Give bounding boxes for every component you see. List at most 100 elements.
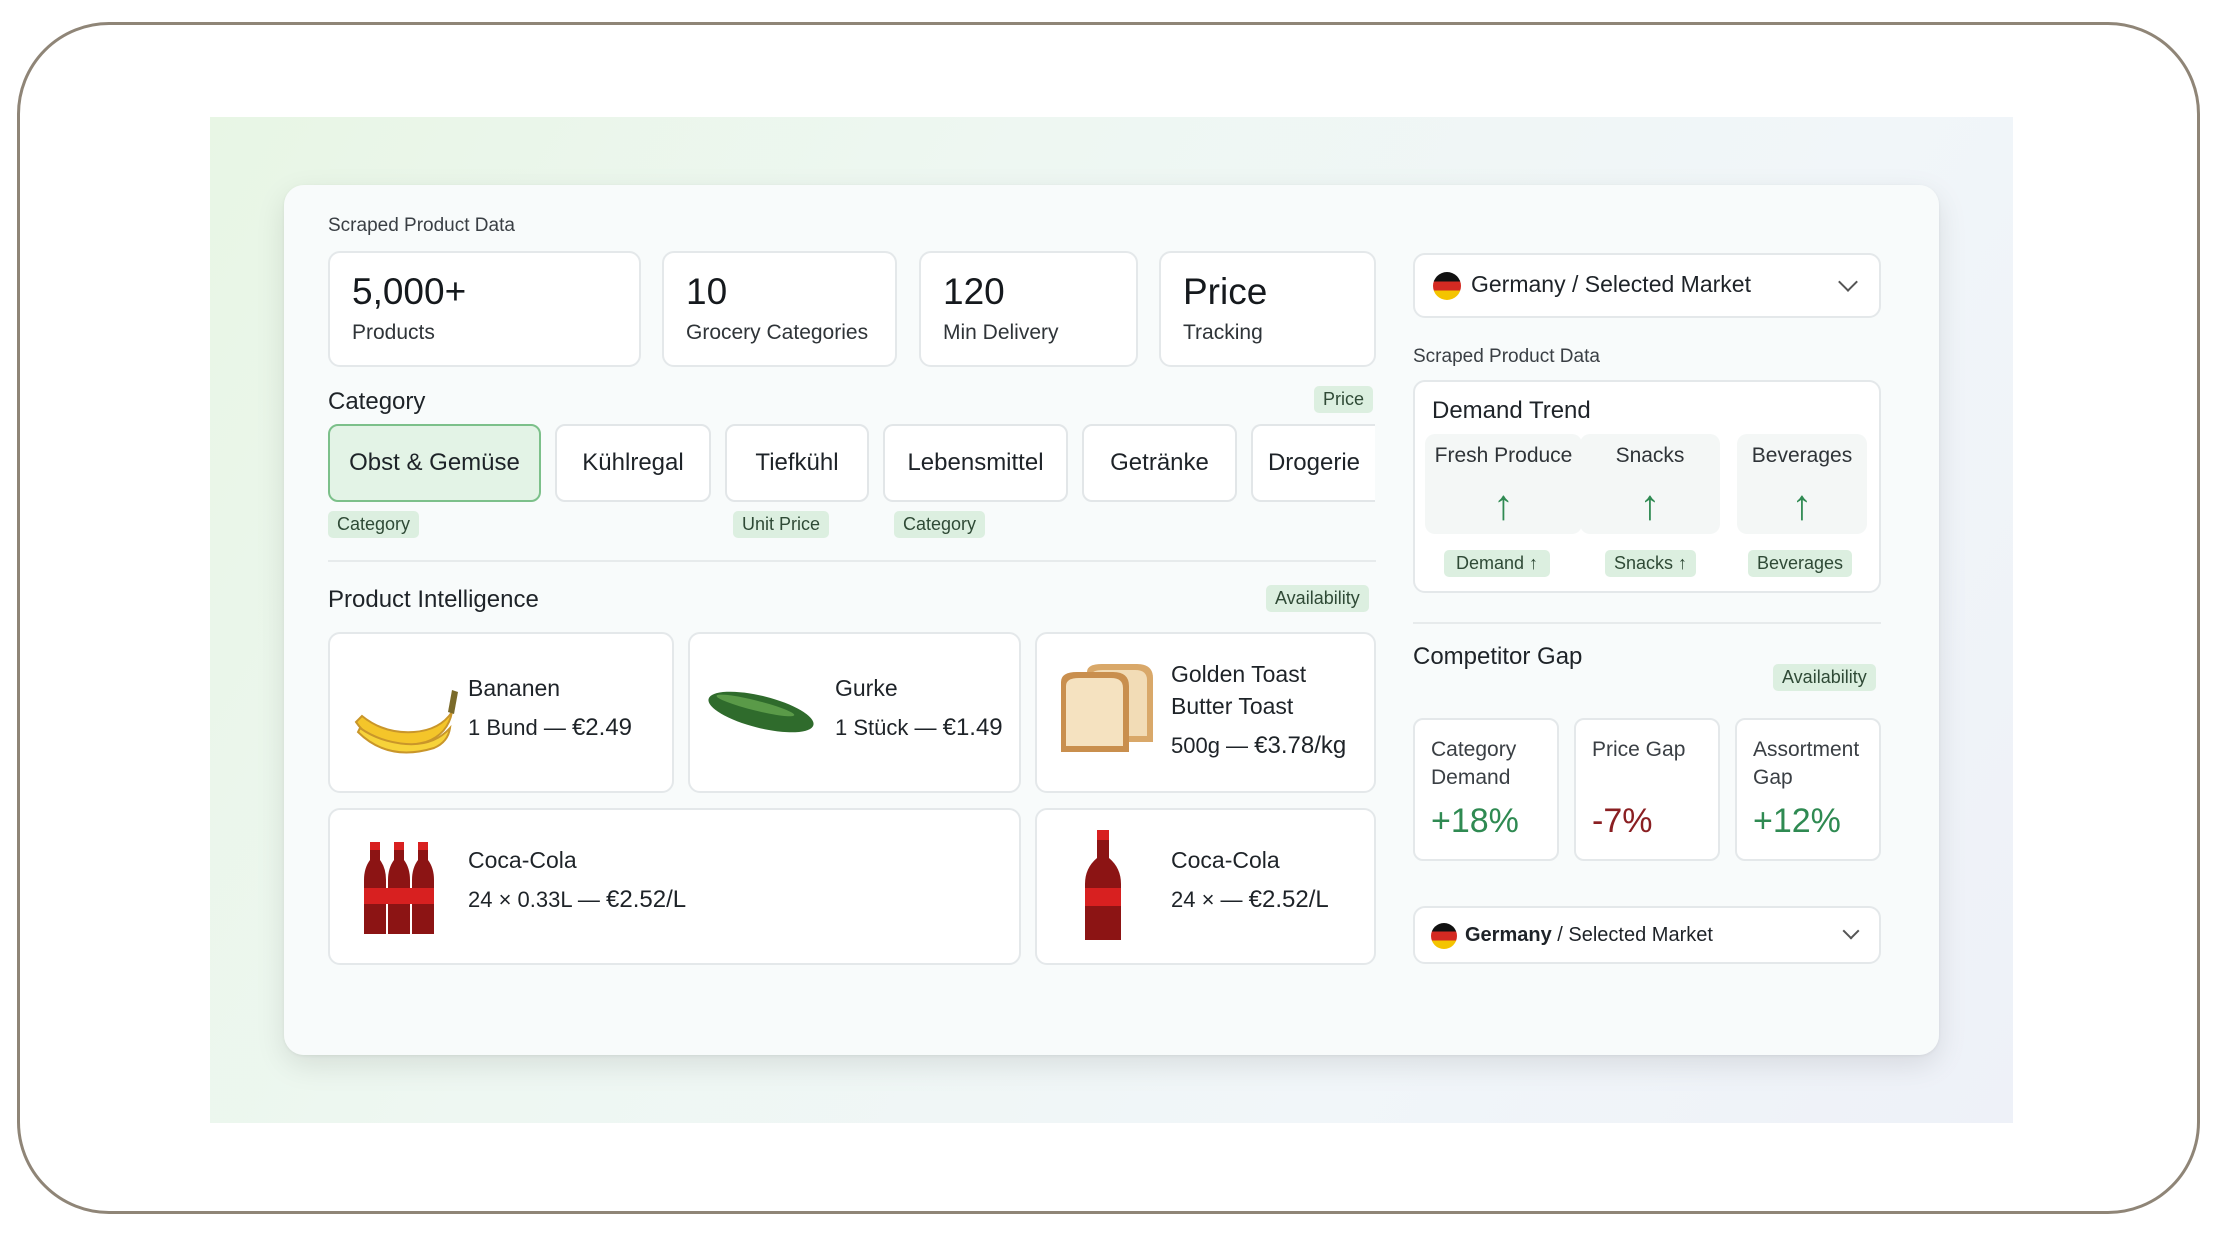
market-suffix: / Selected Market bbox=[1571, 271, 1751, 297]
divider bbox=[1413, 622, 1881, 624]
product-qty: 500g — bbox=[1171, 733, 1255, 758]
gap-label-line: Gap bbox=[1753, 766, 1793, 789]
product-name: Gurke bbox=[835, 675, 898, 701]
gap-label-line: Price Gap bbox=[1592, 738, 1686, 761]
stat-label: Min Delivery bbox=[943, 321, 1059, 344]
stat-card-delivery: 120 Min Delivery bbox=[919, 251, 1138, 367]
trend-up-arrow-icon: ↑ bbox=[1639, 481, 1661, 528]
gap-card-price-gap: Price Gap -7% bbox=[1574, 718, 1720, 861]
product-price-value: €3.78/kg bbox=[1254, 732, 1347, 759]
stat-value: 120 bbox=[943, 271, 1005, 312]
product-card-gurke[interactable]: Gurke 1 Stück — €1.49 bbox=[688, 632, 1021, 793]
stat-card-categories: 10 Grocery Categories bbox=[662, 251, 897, 367]
gap-value: -7% bbox=[1592, 802, 1653, 840]
demand-trend-title: Demand Trend bbox=[1432, 397, 1591, 424]
market-selector-text: Germany / Selected Market bbox=[1471, 271, 1751, 298]
product-intelligence-title: Product Intelligence bbox=[328, 586, 539, 613]
product-price-value: €2.52/L bbox=[1248, 886, 1329, 913]
product-card-bananen[interactable]: Bananen 1 Bund — €2.49 bbox=[328, 632, 674, 793]
toast-icon bbox=[1061, 664, 1153, 752]
stat-label: Grocery Categories bbox=[686, 321, 869, 344]
product-price-value: €1.49 bbox=[942, 714, 1003, 741]
stat-label: Products bbox=[352, 321, 435, 344]
product-name: Coca-Cola bbox=[1171, 847, 1280, 873]
product-price: 24 × 0.33L — €2.52/L bbox=[468, 886, 686, 914]
trend-item-snacks bbox=[1580, 434, 1720, 534]
scraped-data-label-right: Scraped Product Data bbox=[1413, 346, 1600, 367]
trend-label: Beverages bbox=[1751, 444, 1853, 467]
banana-icon bbox=[354, 690, 458, 754]
product-card-coca-cola-pack[interactable]: Coca-Cola 24 × 0.33L — €2.52/L bbox=[328, 808, 1021, 965]
gap-label-line: Assortment bbox=[1753, 738, 1860, 761]
product-name: Bananen bbox=[468, 675, 561, 701]
trend-up-arrow-icon: ↑ bbox=[1493, 481, 1514, 528]
gap-label: Price Gap bbox=[1592, 736, 1685, 764]
gap-label: Category Demand bbox=[1431, 736, 1516, 792]
product-qty: 1 Stück — bbox=[835, 715, 943, 740]
product-price-value: €2.52/L bbox=[606, 886, 687, 913]
unit-price-tag: Unit Price bbox=[733, 511, 830, 538]
gap-label-line: Category bbox=[1431, 738, 1517, 761]
product-qty: 24 × — bbox=[1171, 887, 1249, 912]
category-tag: Category bbox=[894, 511, 986, 538]
demand-tag: Demand ↑ bbox=[1444, 550, 1551, 577]
gap-label: Assortment Gap bbox=[1753, 736, 1859, 792]
market-selector[interactable]: Germany / Selected Market bbox=[1413, 253, 1881, 318]
stat-card-price: Price Tracking bbox=[1159, 251, 1376, 367]
category-tag: Category bbox=[328, 511, 420, 538]
product-qty: 1 Bund — bbox=[468, 715, 572, 740]
tab-lebensmittel[interactable]: Lebensmittel bbox=[883, 424, 1068, 502]
gap-card-category-demand: Category Demand +18% bbox=[1413, 718, 1559, 861]
price-tag: Price bbox=[1314, 386, 1374, 413]
market-selector-bottom[interactable]: Germany / Selected Market bbox=[1413, 906, 1881, 964]
product-price-value: €2.49 bbox=[571, 714, 633, 741]
product-price: 24 × — €2.52/L bbox=[1171, 886, 1329, 914]
availability-tag: Availability bbox=[1773, 664, 1876, 691]
tab-getraenke[interactable]: Getränke bbox=[1082, 424, 1237, 502]
market-selector-text: Germany / Selected Market bbox=[1465, 924, 1713, 947]
trend-item-beverages bbox=[1737, 434, 1867, 534]
gap-value: +12% bbox=[1753, 802, 1841, 840]
cola-bottles-icon bbox=[364, 842, 434, 934]
market-suffix: / Selected Market bbox=[1557, 924, 1713, 946]
trend-label: Snacks bbox=[1615, 444, 1685, 467]
snacks-tag: Snacks ↑ bbox=[1605, 550, 1697, 577]
trend-up-arrow-icon: ↑ bbox=[1791, 481, 1813, 528]
trend-label: Fresh Produce bbox=[1434, 444, 1573, 467]
stat-value: 10 bbox=[686, 271, 728, 312]
availability-tag: Availability bbox=[1266, 585, 1369, 612]
cola-bottle-icon bbox=[1085, 830, 1121, 940]
gap-card-assortment-gap: Assortment Gap +12% bbox=[1735, 718, 1881, 861]
competitor-gap-title: Competitor Gap bbox=[1413, 643, 1583, 670]
product-qty: 24 × 0.33L — bbox=[468, 887, 607, 912]
product-card-golden-toast[interactable]: Golden Toast Butter Toast 500g — €3.78/k… bbox=[1035, 632, 1376, 793]
chevron-down-icon bbox=[1838, 272, 1858, 292]
tab-tiefkuehl[interactable]: Tiefkühl bbox=[725, 424, 869, 502]
trend-item-fresh-produce bbox=[1425, 434, 1582, 534]
tab-obst-gemuese[interactable]: Obst & Gemüse bbox=[328, 424, 541, 502]
product-name: Coca-Cola bbox=[468, 847, 577, 873]
product-price: 1 Stück — €1.49 bbox=[835, 714, 1003, 742]
germany-flag-icon bbox=[1431, 923, 1457, 949]
gap-value: +18% bbox=[1431, 802, 1519, 840]
chevron-down-icon bbox=[1842, 922, 1860, 940]
market-country: Germany bbox=[1465, 924, 1552, 946]
tab-drogerie[interactable]: Drogerie bbox=[1251, 424, 1375, 502]
tab-kuehlregal[interactable]: Kühlregal bbox=[555, 424, 711, 502]
stat-value: Price bbox=[1183, 271, 1268, 312]
cucumber-icon bbox=[708, 691, 814, 733]
beverages-tag: Beverages bbox=[1748, 550, 1853, 577]
product-name: Golden Toast Butter Toast bbox=[1171, 661, 1307, 719]
product-price: 500g — €3.78/kg bbox=[1171, 732, 1346, 760]
gap-label-line: Demand bbox=[1431, 766, 1511, 789]
category-title: Category bbox=[328, 388, 426, 415]
stat-label: Tracking bbox=[1183, 321, 1263, 344]
germany-flag-icon bbox=[1433, 272, 1461, 300]
divider bbox=[328, 560, 1376, 562]
stat-value: 5,000+ bbox=[352, 271, 467, 312]
product-card-coca-cola-bottle[interactable]: Coca-Cola 24 × — €2.52/L bbox=[1035, 808, 1376, 965]
market-country: Germany bbox=[1471, 271, 1566, 297]
product-price: 1 Bund — €2.49 bbox=[468, 714, 632, 742]
stat-card-products: 5,000+ Products bbox=[328, 251, 641, 367]
scraped-data-label: Scraped Product Data bbox=[328, 215, 515, 236]
